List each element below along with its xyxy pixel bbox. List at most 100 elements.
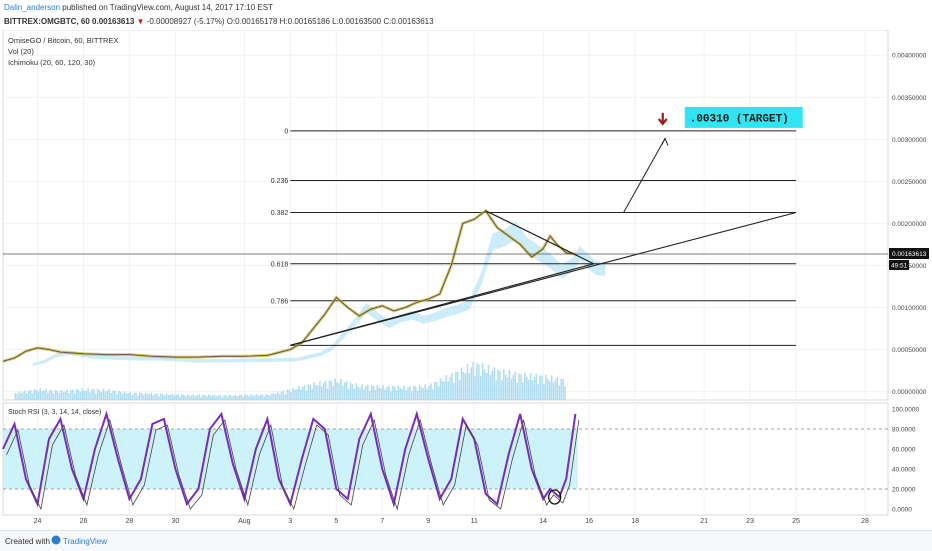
volume-bar [326, 388, 329, 400]
volume-bar [520, 374, 522, 400]
x-tick-label: 28 [126, 518, 134, 525]
volume-bar [81, 388, 84, 400]
fib-level-label: 0 [284, 128, 288, 135]
volume-bar [363, 388, 365, 400]
volume-bar [347, 389, 350, 400]
volume-bar [253, 395, 256, 400]
volume-bar [412, 385, 415, 400]
volume-bar [259, 394, 262, 400]
volume-bar [41, 391, 43, 400]
volume-bar [83, 390, 86, 400]
volume-bar [284, 394, 287, 400]
chart-canvas[interactable]: 0 0.236 0.382 0.618 0.786 .00310 (TARGET) 0.… [0, 30, 932, 530]
volume-bar [175, 394, 178, 400]
volume-bar [357, 386, 359, 400]
volume-bar [104, 391, 107, 400]
volume-bar [177, 394, 179, 400]
volume-bar [280, 391, 283, 400]
volume-bar [181, 394, 183, 400]
volume-bar [497, 370, 499, 400]
volume-bar [499, 370, 501, 400]
volume-bar [380, 388, 382, 400]
volume-bar [432, 389, 434, 400]
volume-bar [271, 393, 273, 400]
volume-bar [207, 394, 210, 400]
volume-bar [196, 394, 199, 400]
volume-bar [382, 384, 384, 400]
volume-bar [554, 379, 557, 400]
volume-bar [365, 386, 367, 400]
volume-bar [225, 395, 227, 400]
x-tick-label: 30 [172, 518, 180, 525]
stoch-tick-label: 0.0000 [892, 507, 912, 514]
volume-bar [468, 373, 471, 400]
volume-bar [550, 375, 553, 400]
volume-bar [106, 390, 109, 400]
footer-brand[interactable]: TradingView [63, 537, 108, 546]
volume-bar [389, 391, 392, 400]
volume-bar [288, 389, 291, 400]
volume-bar [20, 393, 22, 400]
volume-bar [209, 395, 212, 400]
volume-bar [194, 396, 197, 400]
volume-bar [60, 390, 63, 400]
volume-bar [188, 395, 191, 400]
volume-bar [481, 363, 484, 400]
x-tick-label: 14 [539, 518, 547, 525]
volume-bar [395, 390, 398, 400]
volume-bar [501, 380, 503, 400]
volume-bar [533, 377, 536, 400]
volume-bar [255, 394, 258, 400]
volume-bar [493, 367, 495, 400]
x-tick-label: 5 [334, 518, 338, 525]
volume-bar [179, 396, 181, 400]
volume-bar [94, 393, 97, 400]
volume-bar [539, 375, 541, 400]
x-tick-label: 24 [34, 518, 42, 525]
price-tick-label: 0.00150000 [892, 263, 927, 270]
volume-bar [518, 373, 520, 400]
volume-bar [317, 385, 319, 400]
volume-bar [252, 395, 254, 400]
volume-bar [33, 388, 36, 400]
volume-bar [133, 392, 135, 400]
volume-bar [121, 393, 124, 400]
target-label: .00310 (TARGET) [690, 113, 789, 125]
volume-bar [437, 386, 440, 400]
projection-arrowhead [661, 137, 669, 146]
volume-bar [292, 387, 294, 400]
volume-bar [447, 381, 450, 400]
last-price: 0.00163613 [92, 17, 135, 26]
author-link[interactable]: Dalin_anderson [4, 3, 61, 12]
volume-bar [301, 386, 304, 400]
volume-bar [242, 396, 245, 400]
volume-bar [200, 396, 202, 400]
volume-bar [27, 390, 30, 400]
legend-vol: Vol (20) [8, 47, 34, 56]
volume-bar [510, 378, 513, 400]
volume-bar [47, 392, 49, 400]
volume-bar [535, 373, 538, 400]
volume-bar [227, 396, 229, 400]
volume-bar [330, 381, 333, 400]
volume-bar [183, 394, 185, 400]
x-tick-label: 16 [585, 518, 593, 525]
volume-bar [240, 394, 243, 400]
volume-bar [345, 381, 348, 400]
volume-bar [198, 394, 200, 400]
x-tick-label: 28 [861, 518, 869, 525]
volume-bar [202, 394, 204, 400]
volume-bar [343, 382, 346, 400]
volume-bar [184, 396, 187, 400]
volume-bar [96, 388, 99, 400]
volume-bar [552, 382, 555, 400]
volume-bar [374, 389, 377, 400]
stoch-tick-label: 80.0000 [892, 427, 916, 434]
volume-bar [267, 394, 269, 400]
volume-bar [296, 389, 298, 400]
volume-bar [537, 383, 540, 400]
volume-bar [219, 394, 222, 400]
volume-bar [562, 379, 564, 400]
volume-bar [487, 364, 490, 400]
volume-bar [173, 395, 176, 400]
